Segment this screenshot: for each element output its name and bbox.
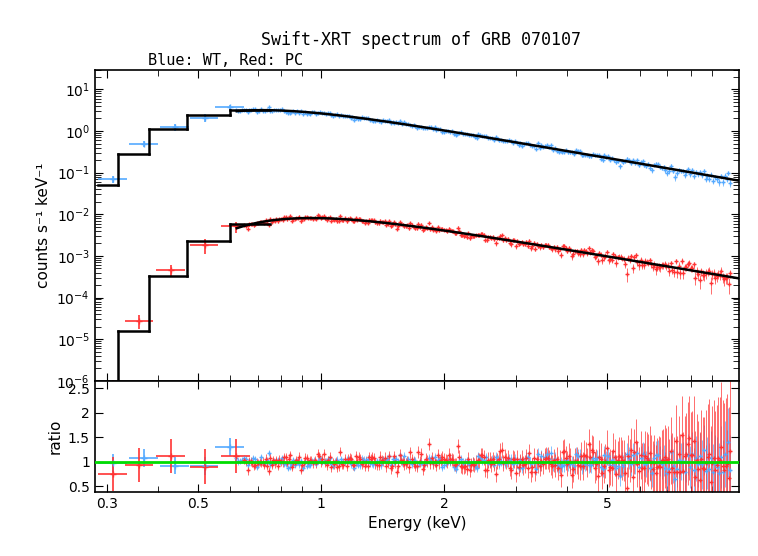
- Y-axis label: counts s⁻¹ keV⁻¹: counts s⁻¹ keV⁻¹: [36, 162, 51, 288]
- Text: Swift-XRT spectrum of GRB 070107: Swift-XRT spectrum of GRB 070107: [261, 31, 581, 48]
- Y-axis label: ratio: ratio: [47, 419, 62, 454]
- X-axis label: Energy (keV): Energy (keV): [368, 517, 466, 532]
- Text: Blue: WT, Red: PC: Blue: WT, Red: PC: [148, 53, 303, 68]
